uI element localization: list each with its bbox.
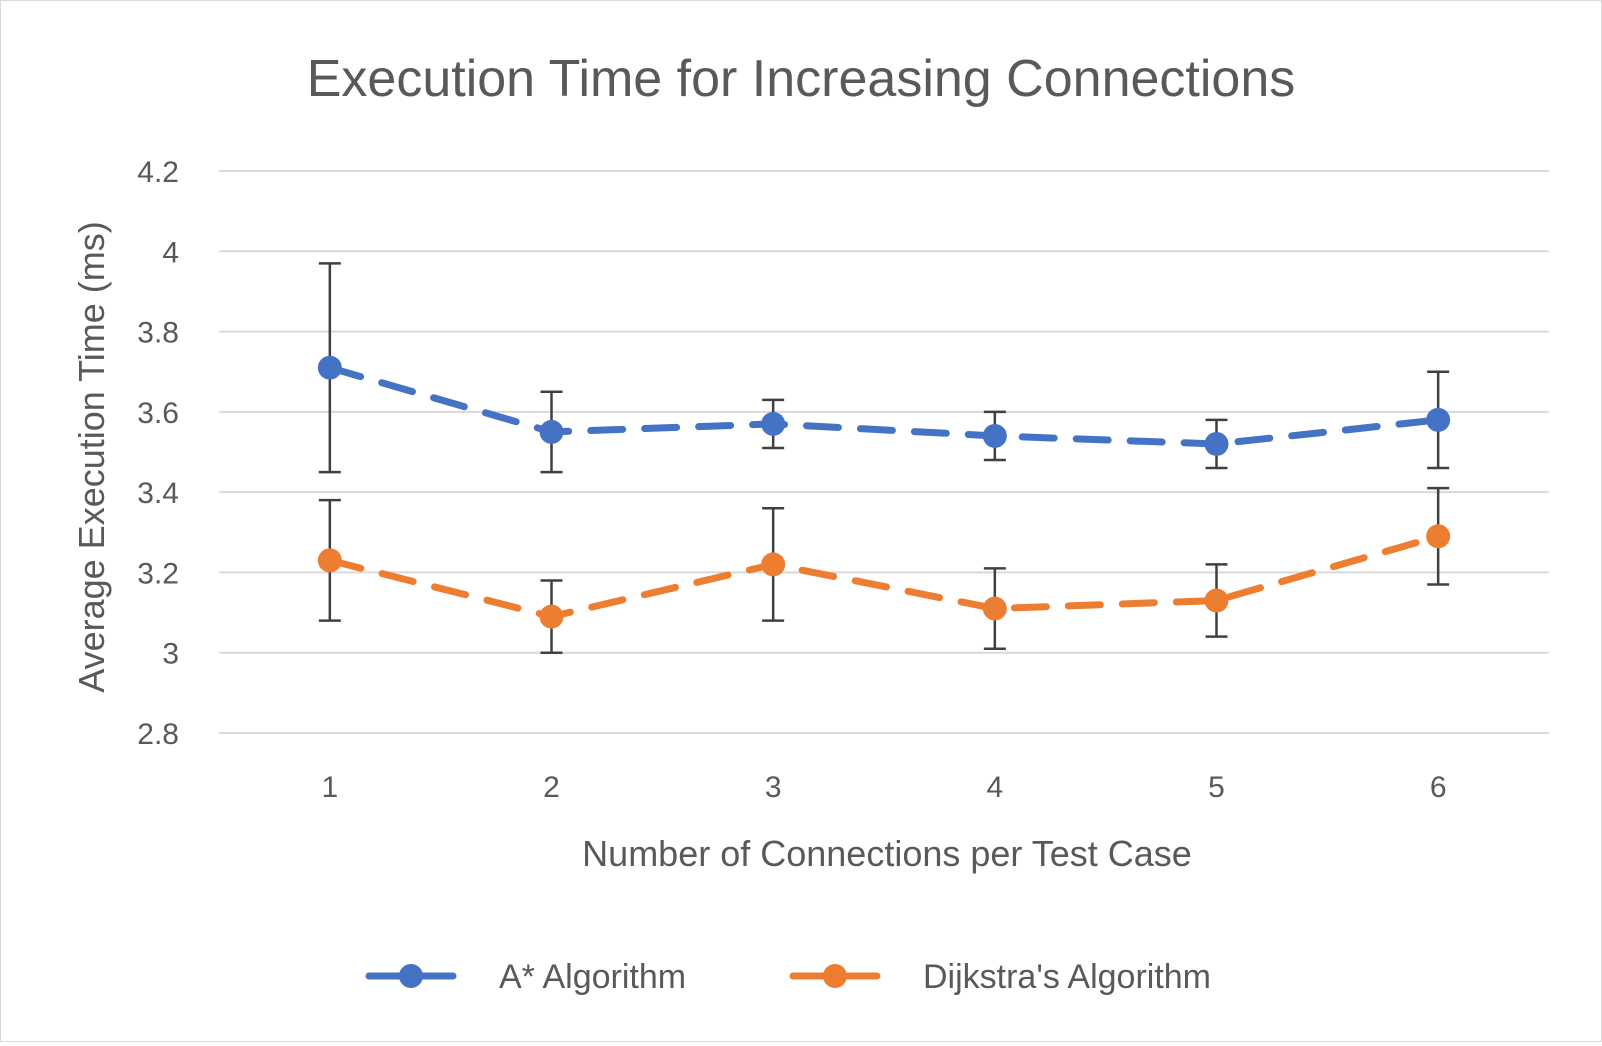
legend-label: Dijkstra's Algorithm bbox=[923, 958, 1211, 996]
data-point bbox=[539, 419, 564, 444]
y-tick-label: 3.4 bbox=[137, 477, 179, 510]
y-tick-label: 3.8 bbox=[137, 317, 179, 350]
data-point bbox=[317, 548, 342, 573]
y-tick-label: 3.6 bbox=[137, 397, 179, 430]
series-line bbox=[326, 532, 1442, 621]
data-point bbox=[1426, 407, 1451, 432]
data-point bbox=[317, 355, 342, 380]
data-point bbox=[1204, 431, 1229, 456]
error-bars bbox=[318, 262, 1450, 654]
series-markers bbox=[317, 355, 1451, 629]
legend-label: A* Algorithm bbox=[499, 958, 686, 996]
series-lines bbox=[326, 364, 1442, 621]
y-tick-label: 2.8 bbox=[137, 718, 179, 751]
y-axis-title: Average Execution Time (ms) bbox=[71, 221, 112, 693]
legend: A* Algorithm Dijkstra's Algorithm bbox=[365, 958, 1211, 996]
x-tick-label: 3 bbox=[765, 771, 782, 804]
x-tick-labels: 1 2 3 4 5 6 bbox=[321, 771, 1446, 804]
data-point bbox=[1426, 524, 1451, 549]
data-point bbox=[761, 411, 786, 436]
data-point bbox=[982, 423, 1007, 448]
legend-marker bbox=[399, 964, 423, 988]
y-tick-label: 3 bbox=[162, 638, 179, 671]
y-tick-label: 3.2 bbox=[137, 557, 179, 590]
legend-item: Dijkstra's Algorithm bbox=[789, 958, 1211, 996]
x-axis-title: Number of Connections per Test Case bbox=[582, 833, 1192, 874]
x-tick-label: 6 bbox=[1430, 771, 1447, 804]
legend-item: A* Algorithm bbox=[365, 958, 686, 996]
gridlines bbox=[219, 170, 1549, 734]
x-tick-label: 4 bbox=[986, 771, 1003, 804]
y-tick-label: 4.2 bbox=[137, 156, 179, 189]
legend-marker bbox=[823, 964, 847, 988]
x-tick-label: 5 bbox=[1208, 771, 1225, 804]
x-tick-label: 2 bbox=[543, 771, 560, 804]
y-tick-labels: 2.8 3 3.2 3.4 3.6 3.8 4 4.2 bbox=[137, 156, 179, 751]
x-tick-label: 1 bbox=[321, 771, 338, 804]
data-point bbox=[1204, 588, 1229, 613]
data-point bbox=[982, 596, 1007, 621]
data-point bbox=[761, 552, 786, 577]
chart-title: Execution Time for Increasing Connection… bbox=[307, 50, 1296, 108]
series-line bbox=[326, 364, 1442, 448]
data-point bbox=[539, 604, 564, 629]
y-tick-label: 4 bbox=[162, 236, 179, 269]
